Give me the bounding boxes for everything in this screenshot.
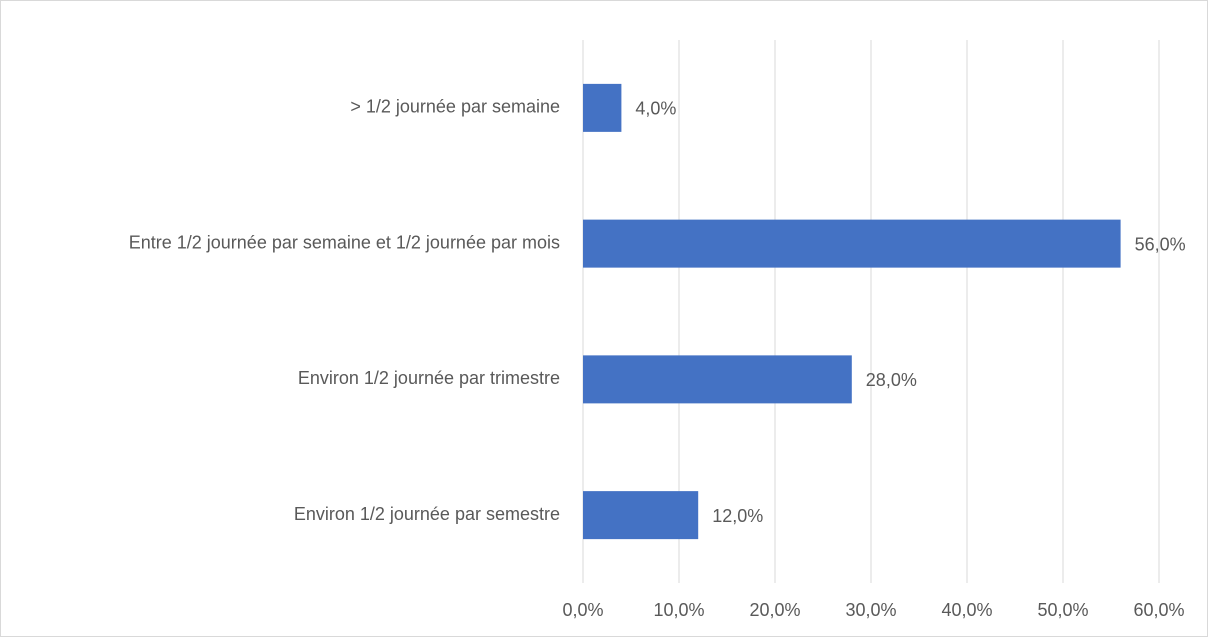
data-label: 12,0% <box>712 506 763 526</box>
bar <box>583 219 1121 268</box>
data-label: 56,0% <box>1135 234 1186 254</box>
y-tick-label: > 1/2 journée par semaine <box>350 97 560 117</box>
bar <box>583 355 852 404</box>
x-tick-label: 20,0% <box>749 600 800 620</box>
data-label: 4,0% <box>635 99 676 119</box>
y-tick-label: Entre 1/2 journée par semaine et 1/2 jou… <box>129 232 560 252</box>
x-tick-label: 10,0% <box>653 600 704 620</box>
x-tick-label: 50,0% <box>1037 600 1088 620</box>
y-tick-label: Environ 1/2 journée par semestre <box>294 504 560 524</box>
bar <box>583 491 699 540</box>
data-label: 28,0% <box>866 370 917 390</box>
x-tick-label: 30,0% <box>845 600 896 620</box>
y-tick-label: Environ 1/2 journée par trimestre <box>298 368 560 388</box>
bar <box>583 83 622 132</box>
x-tick-label: 40,0% <box>941 600 992 620</box>
x-tick-label: 0,0% <box>562 600 603 620</box>
x-tick-label: 60,0% <box>1133 600 1184 620</box>
